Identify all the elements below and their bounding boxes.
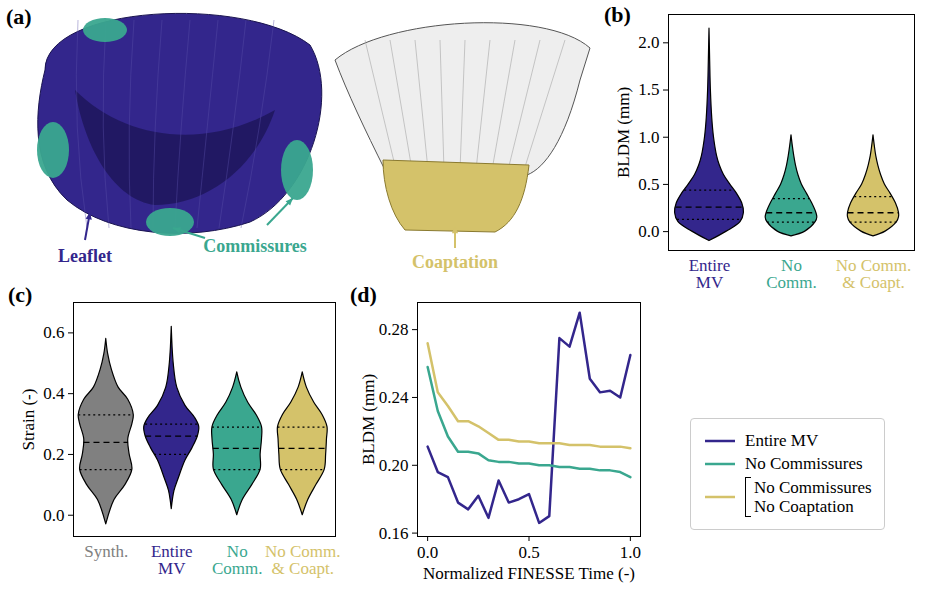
svg-text:0.5: 0.5 xyxy=(638,175,659,194)
svg-text:0.28: 0.28 xyxy=(379,320,409,339)
svg-text:Leaflet: Leaflet xyxy=(58,246,112,266)
html-text:(b): (b) xyxy=(604,2,631,27)
html-text:(d): (d) xyxy=(350,282,377,307)
html-text:Entire MV: Entire MV xyxy=(745,431,819,450)
svg-text:0.5: 0.5 xyxy=(518,543,539,562)
svg-text:NoComm.: NoComm. xyxy=(212,542,263,578)
svg-text:Synth.: Synth. xyxy=(84,542,128,561)
html-text:No Coaptation: No Coaptation xyxy=(754,497,854,516)
svg-text:NoComm.: NoComm. xyxy=(766,256,817,292)
html-text:No Commissures: No Commissures xyxy=(754,478,872,497)
html-text:(c): (c) xyxy=(8,282,33,307)
svg-text:0.16: 0.16 xyxy=(379,524,409,543)
svg-text:No Comm.& Coapt.: No Comm.& Coapt. xyxy=(265,542,341,578)
svg-text:1.5: 1.5 xyxy=(638,80,659,99)
svg-text:0.4: 0.4 xyxy=(43,384,65,403)
svg-text:1.0: 1.0 xyxy=(638,128,659,147)
svg-text:BLDM (mm): BLDM (mm) xyxy=(614,87,633,178)
svg-text:Normalized FINESSE Time (-): Normalized FINESSE Time (-) xyxy=(423,564,635,583)
svg-text:0.0: 0.0 xyxy=(638,222,659,241)
svg-text:0.2: 0.2 xyxy=(43,445,64,464)
svg-text:0.0: 0.0 xyxy=(417,543,438,562)
svg-text:Coaptation: Coaptation xyxy=(412,252,498,272)
html-text:(a): (a) xyxy=(6,4,32,29)
svg-text:BLDM (mm): BLDM (mm) xyxy=(359,374,378,465)
svg-text:2.0: 2.0 xyxy=(638,33,659,52)
svg-text:0.24: 0.24 xyxy=(379,388,409,407)
svg-text:Strain (-): Strain (-) xyxy=(19,389,38,451)
svg-text:0.20: 0.20 xyxy=(379,456,409,475)
svg-text:EntireMV: EntireMV xyxy=(151,542,193,578)
svg-text:EntireMV: EntireMV xyxy=(689,256,731,292)
svg-text:1.0: 1.0 xyxy=(620,543,641,562)
svg-text:0.0: 0.0 xyxy=(43,506,64,525)
svg-text:0.6: 0.6 xyxy=(43,323,64,342)
svg-text:Commissures: Commissures xyxy=(203,236,307,256)
svg-text:No Comm.& Coapt.: No Comm.& Coapt. xyxy=(836,256,912,292)
html-text:No Commissures: No Commissures xyxy=(745,454,863,473)
